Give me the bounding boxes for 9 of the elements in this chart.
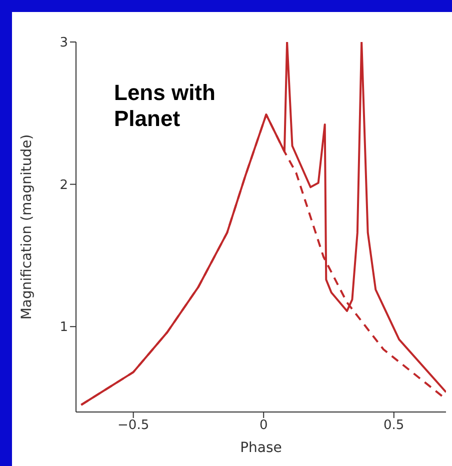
- x-tick-label: 0: [259, 418, 268, 434]
- text: Lens with Planet: [114, 80, 216, 132]
- x-tick-label: 0.5: [384, 418, 404, 434]
- x-tick-label: −0.5: [118, 418, 150, 434]
- y-tick-label: 2: [60, 178, 68, 193]
- y-tick-label: 3: [60, 36, 68, 51]
- y-tick-label: 1: [60, 320, 68, 336]
- y-axis-title: Magnification (magnitude): [18, 134, 35, 320]
- x-axis-title: Phase: [240, 440, 282, 456]
